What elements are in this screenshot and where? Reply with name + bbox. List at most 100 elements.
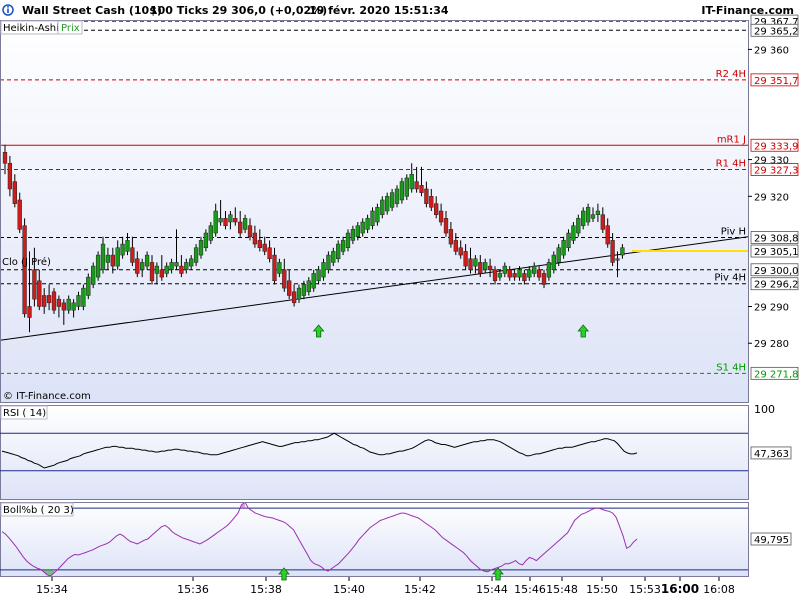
current-price-box <box>750 244 799 258</box>
x-tick-label: 15:38 <box>250 583 282 596</box>
candle <box>512 269 517 281</box>
candle <box>438 203 444 226</box>
candle <box>208 222 213 245</box>
candle <box>228 211 233 230</box>
level-value-box <box>750 73 799 87</box>
info-icon[interactable] <box>2 4 14 16</box>
candle <box>497 269 503 281</box>
tab-heikin-ashi[interactable]: Heikin-Ashi <box>3 23 59 34</box>
level-label: R1 4H <box>716 158 746 169</box>
candle-body <box>321 262 326 278</box>
candle-body <box>12 181 17 204</box>
candle <box>340 236 346 256</box>
candle-body <box>522 273 527 282</box>
candle <box>184 258 189 274</box>
candle-body <box>585 207 591 223</box>
candle <box>120 236 125 259</box>
candle <box>66 295 71 314</box>
rsi-label-box: RSI ( 14) <box>0 405 48 420</box>
candle-body <box>620 247 625 256</box>
candle <box>615 251 620 278</box>
candle-body <box>42 295 47 307</box>
candle-body <box>71 302 76 311</box>
candle <box>561 236 566 259</box>
candle-body <box>600 214 605 230</box>
candle <box>135 251 140 278</box>
level-label: R2 4H <box>716 69 746 80</box>
candle <box>291 284 297 307</box>
candle <box>590 207 596 223</box>
candle-body <box>595 210 601 215</box>
candle-body <box>189 258 194 267</box>
candle-body <box>438 210 444 223</box>
candle-body <box>301 284 307 296</box>
candle-body <box>272 254 277 282</box>
level-value-box <box>750 138 799 152</box>
candle-body <box>95 254 101 278</box>
candle-body <box>453 240 458 252</box>
candle-body <box>375 207 380 223</box>
level-value-box <box>750 277 799 291</box>
x-tick-label: 15:48 <box>546 583 578 596</box>
candle-body <box>193 247 199 263</box>
rsi-value-box <box>750 446 792 460</box>
candle-body <box>228 214 233 223</box>
x-tick-label: 15:34 <box>36 583 68 596</box>
candle <box>571 222 576 245</box>
candle-body <box>203 232 209 248</box>
level-value-label: 29 327,3 <box>754 165 799 176</box>
candle <box>600 207 605 234</box>
current-price-label: 29 305,1 <box>754 247 799 258</box>
candle <box>296 284 302 303</box>
boll-label: Boll%b ( 20 3) <box>3 505 74 516</box>
candle <box>189 255 194 270</box>
candle-body <box>198 240 204 256</box>
level-value-box <box>750 163 799 176</box>
candle-body <box>159 269 164 278</box>
candle <box>71 299 76 318</box>
candle <box>218 199 223 226</box>
candle <box>242 214 248 234</box>
candle-body <box>287 280 292 296</box>
tab-prix[interactable]: Prix <box>61 23 80 34</box>
candle-body <box>296 287 302 300</box>
candle-body <box>51 291 57 311</box>
candle-body <box>91 265 96 285</box>
candle <box>203 229 209 252</box>
candle <box>42 288 47 314</box>
x-tick-label: 15:44 <box>476 583 508 596</box>
candle-body <box>37 280 42 307</box>
candle-body <box>443 218 449 234</box>
candle <box>385 192 390 215</box>
header-ticks: 100 Ticks <box>150 4 209 17</box>
candle <box>610 233 615 267</box>
candle-body <box>154 265 160 274</box>
level-value-label: 29 333,9 <box>754 141 799 152</box>
rsi-panel <box>0 405 749 500</box>
header-brand: IT-Finance.com <box>701 4 794 17</box>
buy-signal-arrow-icon <box>577 324 590 338</box>
candle-body <box>100 243 106 271</box>
candle <box>213 203 218 237</box>
candle-body <box>360 221 365 234</box>
candle <box>429 188 434 211</box>
candle <box>546 258 552 281</box>
boll-oversold-area <box>43 569 54 576</box>
candle-body <box>213 210 218 234</box>
candle <box>556 244 561 267</box>
candle <box>581 207 586 230</box>
candle <box>193 244 199 267</box>
candle <box>252 225 258 248</box>
level-value-box <box>750 231 799 244</box>
candle-body <box>463 251 468 267</box>
candle <box>105 247 111 270</box>
candle <box>115 240 120 270</box>
candle-body <box>247 225 253 237</box>
candle <box>149 255 155 285</box>
candle <box>22 218 27 318</box>
candle-body <box>105 254 111 263</box>
candle <box>262 236 267 256</box>
header-bar <box>0 0 800 20</box>
candle <box>566 229 571 252</box>
